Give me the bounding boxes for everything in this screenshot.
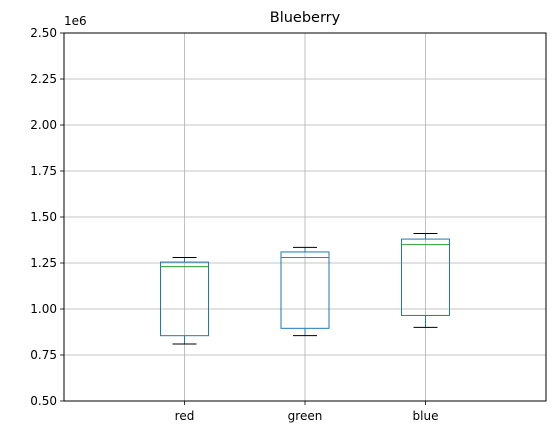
iqr-box bbox=[160, 261, 209, 337]
x-tick-label-green: green bbox=[288, 409, 323, 423]
y-offset-label: 1e6 bbox=[64, 14, 87, 28]
boxes bbox=[160, 233, 450, 345]
x-axis-ticks: red green blue bbox=[175, 401, 439, 423]
box-blue bbox=[401, 233, 450, 328]
y-tick-label: 1.25 bbox=[30, 256, 57, 270]
y-tick-label: 1.00 bbox=[30, 302, 57, 316]
y-tick-label: 1.75 bbox=[30, 164, 57, 178]
y-tick-label: 2.00 bbox=[30, 118, 57, 132]
box-green bbox=[280, 246, 330, 337]
iqr-box bbox=[401, 238, 450, 316]
y-tick-label: 2.25 bbox=[30, 72, 57, 86]
box-red bbox=[160, 256, 209, 345]
x-tick-label-red: red bbox=[175, 409, 195, 423]
y-axis-ticks: 0.50 0.75 1.00 1.25 1.50 1.75 2.00 2.25 2.50 bbox=[30, 26, 64, 408]
y-tick-label: 0.75 bbox=[30, 348, 57, 362]
x-tick-label-blue: blue bbox=[413, 409, 439, 423]
y-tick-label: 1.50 bbox=[30, 210, 57, 224]
y-tick-label: 0.50 bbox=[30, 394, 57, 408]
grid-lines bbox=[64, 32, 546, 402]
chart-title: Blueberry bbox=[270, 10, 341, 26]
y-tick-label: 2.50 bbox=[30, 26, 57, 40]
iqr-box bbox=[280, 251, 330, 329]
